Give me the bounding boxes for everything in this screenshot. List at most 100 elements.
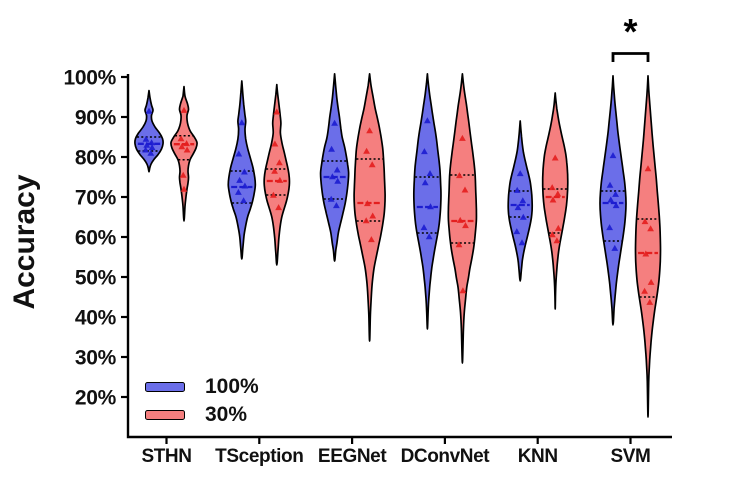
data-point [271,140,279,147]
data-point [364,200,371,207]
data-point [183,146,191,153]
data-point [456,216,464,223]
y-tick-label: 70% [75,187,117,210]
data-point [142,135,150,142]
data-point [240,197,247,204]
violin-TSception-100% [227,80,257,260]
violin-STHN-100% [134,89,164,173]
data-point [369,212,377,219]
data-point [519,197,527,204]
violin-body [263,83,291,266]
data-point [554,190,562,197]
data-point [606,224,613,231]
violin-KNN-30% [541,92,569,310]
legend: 100% 30% [145,375,259,435]
data-point [641,287,648,294]
data-point [421,179,429,186]
data-point [606,181,614,188]
data-point [455,241,463,248]
data-point [177,135,185,142]
data-point [424,117,431,124]
data-point [270,191,277,198]
data-point [513,228,521,235]
violin-body [447,72,478,364]
data-point [611,244,619,251]
data-point [276,176,284,183]
data-point [548,184,556,191]
data-point [271,167,278,174]
data-point [276,159,283,166]
data-point [148,139,155,146]
data-point [420,224,428,231]
violin-body [134,89,164,173]
data-point [368,236,375,243]
data-point [641,218,649,225]
x-tick-label: STHN [141,446,191,467]
data-point [456,172,463,179]
y-tick-label: 100% [63,67,116,90]
violin-body [353,72,386,342]
y-tick-label: 90% [75,107,117,130]
violin-body [634,74,662,418]
data-point [459,134,466,141]
x-tick-label: EEGNet [318,446,387,467]
y-tick-label: 30% [75,347,117,370]
data-point [183,140,190,147]
data-point [549,196,557,203]
data-point [459,287,467,294]
data-point [142,146,149,153]
data-point [516,170,524,177]
data-point [553,237,561,244]
violin-body [319,72,350,262]
violin-body [507,120,534,282]
legend-swatch-100-icon [145,382,185,392]
data-point [333,166,341,173]
data-point [238,119,246,126]
x-tick-label: TSception [215,446,303,467]
data-point [421,148,428,155]
data-point [328,145,335,152]
data-point [275,204,282,211]
data-point [427,203,434,210]
violin-DConvNet-30% [447,72,478,364]
axis-spines [126,74,672,439]
data-point [236,176,243,183]
data-point [366,127,373,134]
data-point [180,185,188,192]
axes: 100% 90% 80% 70% 60% 50% 40% 30% 20% STHN TSceptio… [63,67,672,467]
y-tick-label: 20% [75,387,117,410]
data-point [607,196,615,203]
data-point [241,182,249,189]
data-point [180,106,188,113]
violin-body [227,80,257,260]
x-tick-label: DConvNet [401,446,491,467]
violin-KNN-100% [507,120,534,282]
data-point [647,278,655,285]
data-point [235,150,243,157]
violin-SVM-100% [599,74,627,326]
y-tick-label: 60% [75,227,117,250]
data-point [363,147,370,154]
data-point [273,108,281,115]
data-point [612,202,620,209]
data-point [425,233,433,240]
legend-label-30: 30% [205,403,248,426]
data-point [235,188,242,195]
data-point [333,202,340,209]
data-point [143,141,151,148]
violin-body [170,85,198,222]
violin-EEGNet-30% [353,72,386,342]
significance-star: * [623,11,638,52]
data-point [647,225,654,232]
y-tick-label: 40% [75,307,117,330]
data-point [548,231,556,238]
data-point [609,152,617,159]
legend-item-100: 100% [145,375,259,398]
data-point [646,298,654,305]
legend-label-100: 100% [205,375,259,398]
data-point [334,177,342,184]
y-tick-label: 50% [75,267,117,290]
data-point [518,239,526,246]
